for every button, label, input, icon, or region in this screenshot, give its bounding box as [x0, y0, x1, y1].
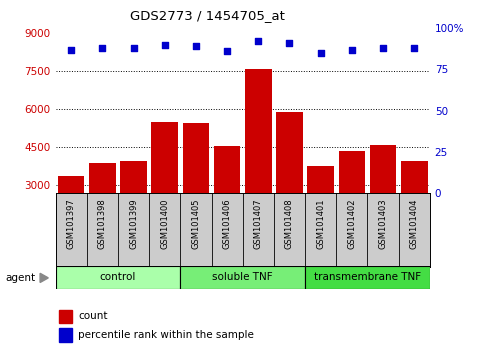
- Text: GSM101406: GSM101406: [223, 198, 232, 249]
- Point: [192, 44, 200, 49]
- Bar: [120, 161, 147, 261]
- Bar: [370, 145, 397, 261]
- Polygon shape: [40, 273, 48, 282]
- Point: [67, 47, 75, 52]
- Text: GSM101408: GSM101408: [285, 198, 294, 249]
- Bar: [59, 328, 72, 342]
- Point: [317, 50, 325, 56]
- Point: [129, 45, 137, 51]
- Bar: [401, 161, 427, 261]
- Bar: [183, 123, 209, 261]
- Text: GSM101403: GSM101403: [379, 198, 387, 249]
- Text: GDS2773 / 1454705_at: GDS2773 / 1454705_at: [130, 9, 285, 22]
- Bar: [245, 69, 271, 261]
- Bar: [214, 146, 241, 261]
- Bar: [152, 122, 178, 261]
- Point: [161, 42, 169, 48]
- Text: transmembrane TNF: transmembrane TNF: [314, 272, 421, 282]
- Bar: [89, 162, 115, 261]
- Bar: [180, 266, 305, 289]
- Point: [348, 47, 356, 52]
- Point: [379, 45, 387, 51]
- Text: GSM101399: GSM101399: [129, 198, 138, 249]
- Text: GSM101398: GSM101398: [98, 198, 107, 249]
- Point: [99, 45, 106, 51]
- Point: [285, 40, 293, 46]
- Text: control: control: [100, 272, 136, 282]
- Bar: [276, 112, 303, 261]
- Text: GSM101404: GSM101404: [410, 198, 419, 249]
- Text: GSM101400: GSM101400: [160, 198, 169, 249]
- Point: [411, 45, 418, 51]
- Text: GSM101407: GSM101407: [254, 198, 263, 249]
- Point: [223, 48, 231, 54]
- Point: [255, 39, 262, 44]
- Bar: [58, 176, 85, 261]
- Text: soluble TNF: soluble TNF: [213, 272, 273, 282]
- Bar: [339, 151, 365, 261]
- Text: GSM101397: GSM101397: [67, 198, 76, 249]
- Bar: [59, 309, 72, 323]
- Text: agent: agent: [6, 273, 36, 283]
- Text: GSM101401: GSM101401: [316, 198, 325, 249]
- Bar: [308, 166, 334, 261]
- Bar: [305, 266, 430, 289]
- Text: count: count: [78, 311, 108, 321]
- Text: percentile rank within the sample: percentile rank within the sample: [78, 330, 254, 340]
- Text: GSM101405: GSM101405: [191, 198, 200, 249]
- Text: GSM101402: GSM101402: [347, 198, 356, 249]
- Bar: [56, 266, 180, 289]
